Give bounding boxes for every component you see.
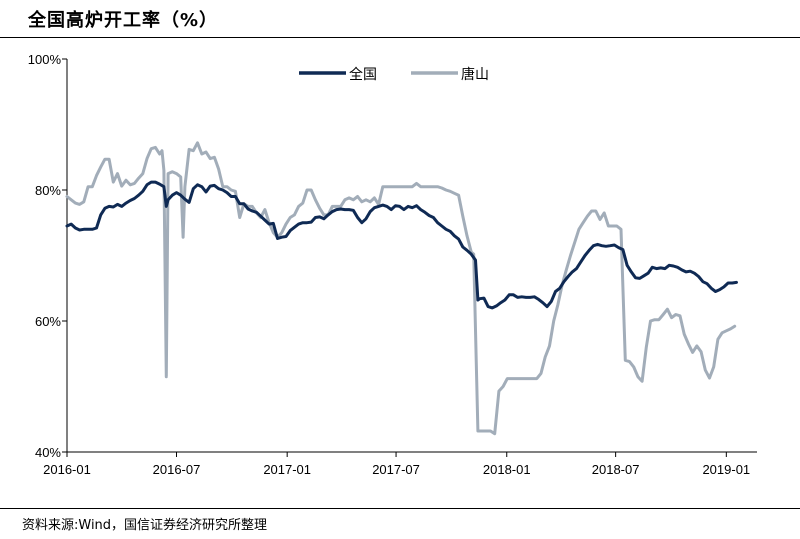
title-divider xyxy=(0,37,800,38)
chart-title: 全国高炉开工率（%） xyxy=(28,10,219,31)
x-tick-label: 2016-07 xyxy=(153,462,201,477)
footer-divider xyxy=(0,508,800,509)
chart-legend: 全国 唐山 xyxy=(299,66,489,83)
series-line-national xyxy=(65,180,738,310)
source-note: 资料来源:Wind，国信证券经济研究所整理 xyxy=(22,518,268,533)
x-tick-label: 2019-01 xyxy=(702,462,750,477)
legend-label-national: 全国 xyxy=(349,66,377,83)
y-tick-label: 40% xyxy=(35,445,61,460)
chart-axes: 40% 60% 80% 100% 2016-01 2016-07 2017-01 2017-0… xyxy=(28,52,757,477)
x-tick-label: 2017-07 xyxy=(372,462,420,477)
legend-label-tangshan: 唐山 xyxy=(461,66,489,83)
y-tick-label: 100% xyxy=(28,52,62,67)
chart-series-lines xyxy=(65,141,738,436)
x-tick-label: 2018-01 xyxy=(483,462,531,477)
y-tick-label: 60% xyxy=(35,314,61,329)
series-line-tangshan xyxy=(65,141,737,436)
x-tick-label: 2016-01 xyxy=(43,462,91,477)
x-tick-label: 2017-01 xyxy=(263,462,311,477)
x-tick-label: 2018-07 xyxy=(592,462,640,477)
y-tick-label: 80% xyxy=(35,183,61,198)
